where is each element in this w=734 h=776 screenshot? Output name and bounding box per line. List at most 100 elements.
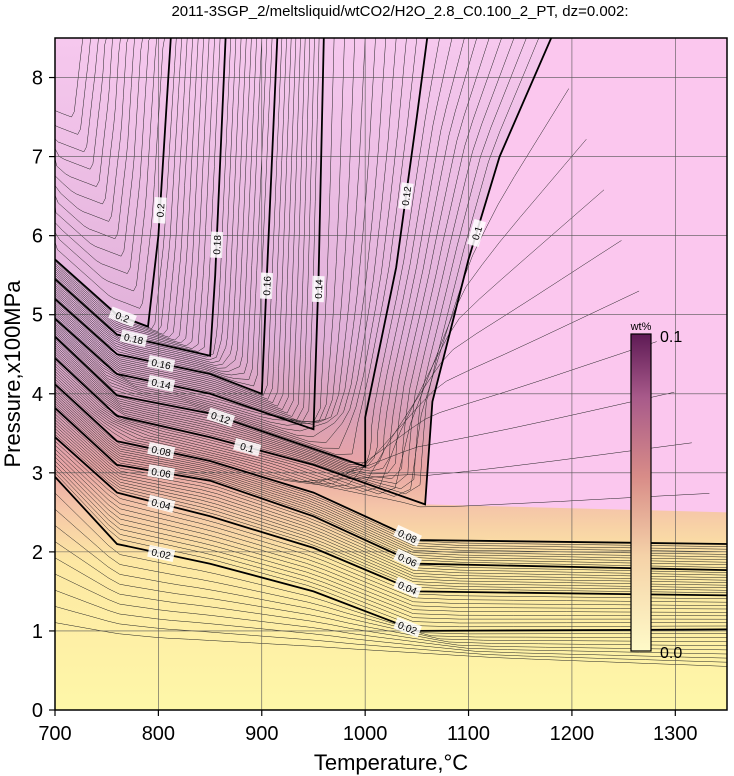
contour-label-text: 0.08 — [150, 445, 172, 460]
contour-label: 0.1 — [233, 438, 262, 457]
contour-label-bg — [233, 438, 262, 457]
contour-label-bg — [147, 494, 176, 513]
contour-label-bg — [206, 407, 236, 428]
minor-contour — [55, 376, 675, 483]
contour-label-text: 0.1 — [239, 442, 256, 456]
chart-title: 2011-3SGP_2/meltsliquid/wtCO2/H2O_2.8_C0… — [171, 3, 628, 20]
minor-contour — [55, 38, 215, 349]
contour-label-bg — [108, 306, 137, 328]
contour-label: 0.16 — [147, 355, 176, 373]
contour-label-bg — [393, 548, 422, 571]
minor-contour — [55, 38, 97, 118]
contour-label-text: 0.2 — [156, 203, 168, 218]
contour-label: 0.14 — [147, 374, 176, 392]
contour-label: 0.18 — [119, 329, 148, 347]
colorbar-max-label: 0.1 — [660, 329, 682, 346]
minor-contour — [55, 38, 478, 472]
minor-contour — [55, 381, 710, 508]
y-axis: 0 1 2 3 4 5 6 7 8 — [32, 68, 55, 722]
contour-label-bg — [210, 231, 224, 259]
x-tick-label: 700 — [38, 723, 71, 745]
minor-contour — [55, 38, 418, 455]
minor-contour — [55, 38, 453, 466]
minor-contour — [55, 189, 605, 492]
major-contour — [55, 38, 429, 468]
minor-contour — [55, 240, 622, 490]
contour-label-bg — [393, 617, 422, 638]
contour-label-bg — [153, 196, 167, 224]
major-contour — [55, 38, 325, 431]
colorbar-scale — [630, 333, 652, 652]
minor-contour — [55, 378, 692, 482]
minor-contour — [55, 38, 268, 380]
contour-label-bg — [311, 275, 325, 303]
minor-contour — [55, 38, 465, 469]
contour-label: 0.16 — [259, 272, 274, 300]
x-tick-label: 1100 — [447, 723, 490, 745]
major-contours: 0.020.020.040.040.060.060.080.080.10.10.… — [55, 38, 727, 638]
minor-contour — [55, 38, 153, 274]
y-tick-label: 3 — [32, 463, 43, 485]
minor-contour — [55, 38, 177, 329]
minor-contour — [55, 38, 122, 187]
y-tick-label: 7 — [32, 147, 43, 169]
minor-contour — [55, 38, 188, 335]
y-tick-label: 8 — [32, 68, 43, 90]
contour-label-text: 0.18 — [123, 332, 145, 347]
minor-contour — [55, 38, 247, 366]
minor-contour — [55, 38, 128, 205]
major-contour — [55, 38, 279, 396]
minor-contour — [55, 38, 159, 292]
minor-contour — [55, 38, 140, 240]
contour-label-bg — [147, 355, 176, 373]
minor-contour — [55, 38, 134, 222]
contour-label-text: 0.16 — [150, 358, 172, 373]
x-axis-label: Temperature,°C — [314, 750, 468, 775]
minor-contour — [55, 38, 356, 423]
minor-contour — [55, 38, 527, 490]
minor-contour — [55, 38, 273, 387]
major-contour — [55, 436, 727, 597]
contour-label: 0.02 — [147, 544, 176, 562]
minor-contour — [55, 38, 204, 344]
major-contour — [55, 476, 727, 632]
contour-label: 0.18 — [210, 231, 224, 259]
contour-label-bg — [259, 272, 274, 300]
contour-label: 0.2 — [108, 306, 137, 328]
contour-label-text: 0.1 — [471, 225, 486, 242]
contour-label-bg — [147, 464, 176, 481]
contour-label-bg — [393, 524, 422, 547]
y-tick-label: 2 — [32, 542, 43, 564]
minor-contour — [55, 290, 640, 487]
minor-contour — [55, 38, 407, 449]
major-contour — [55, 38, 227, 357]
major-contour — [55, 407, 727, 571]
plot-frame — [54, 37, 728, 711]
colorbar-unit: wt% — [630, 321, 652, 333]
major-contour — [55, 38, 553, 506]
x-axis: 700 800 900 1000 1100 1200 1300 — [38, 710, 698, 745]
minor-contour — [55, 38, 221, 352]
contour-label-bg — [466, 218, 487, 248]
contour-label-text: 0.14 — [314, 279, 326, 299]
minor-contour — [55, 38, 210, 347]
contour-label: 0.04 — [147, 494, 176, 513]
contour-label-text: 0.16 — [262, 275, 274, 295]
contour-label: 0.1 — [466, 218, 487, 248]
x-tick-label: 1000 — [343, 723, 388, 745]
colorbar: wt% 0.1 0.0 — [630, 321, 683, 662]
x-tick-label: 1300 — [653, 723, 698, 745]
contour-label-text: 0.06 — [150, 467, 171, 481]
contour-label: 0.14 — [311, 275, 326, 303]
minor-contour — [55, 38, 103, 135]
contour-label-bg — [393, 576, 422, 599]
contour-label-text: 0.14 — [150, 377, 172, 392]
minor-contour — [55, 38, 193, 338]
y-tick-label: 6 — [32, 226, 43, 248]
contour-label-text: 0.12 — [401, 185, 415, 206]
x-tick-label: 900 — [245, 723, 278, 745]
minor-contour — [55, 38, 109, 153]
contour-label-bg — [147, 442, 176, 460]
contour-label-bg — [147, 374, 176, 392]
minor-contour — [55, 38, 182, 332]
